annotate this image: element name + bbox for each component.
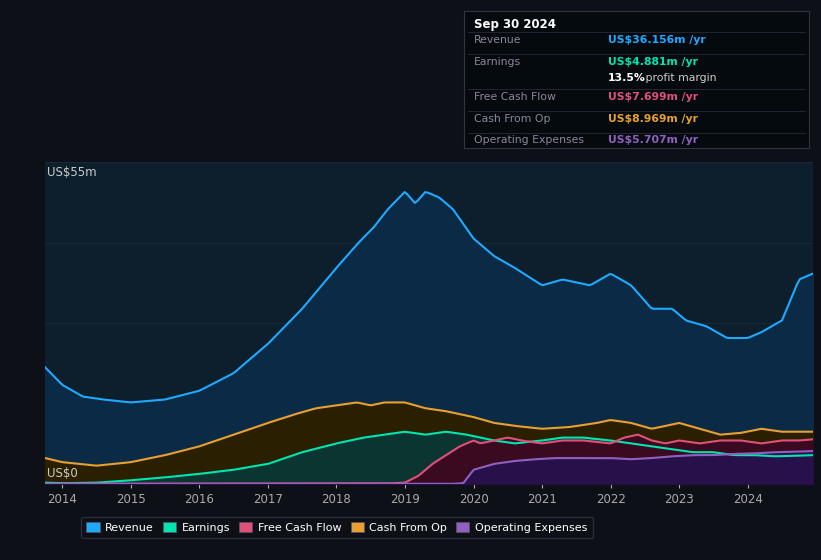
Text: Revenue: Revenue: [474, 35, 521, 45]
Text: 13.5%: 13.5%: [608, 73, 645, 83]
Text: US$7.699m /yr: US$7.699m /yr: [608, 92, 698, 102]
Text: US$55m: US$55m: [47, 166, 96, 179]
Text: US$4.881m /yr: US$4.881m /yr: [608, 57, 698, 67]
Text: Operating Expenses: Operating Expenses: [474, 136, 584, 146]
Text: US$5.707m /yr: US$5.707m /yr: [608, 136, 698, 146]
Text: Cash From Op: Cash From Op: [474, 114, 550, 124]
Text: profit margin: profit margin: [642, 73, 717, 83]
Text: Earnings: Earnings: [474, 57, 521, 67]
Text: US$8.969m /yr: US$8.969m /yr: [608, 114, 698, 124]
Text: US$36.156m /yr: US$36.156m /yr: [608, 35, 705, 45]
Text: Sep 30 2024: Sep 30 2024: [474, 18, 556, 31]
Text: US$0: US$0: [47, 466, 77, 479]
Legend: Revenue, Earnings, Free Cash Flow, Cash From Op, Operating Expenses: Revenue, Earnings, Free Cash Flow, Cash …: [80, 517, 593, 538]
Text: Free Cash Flow: Free Cash Flow: [474, 92, 556, 102]
